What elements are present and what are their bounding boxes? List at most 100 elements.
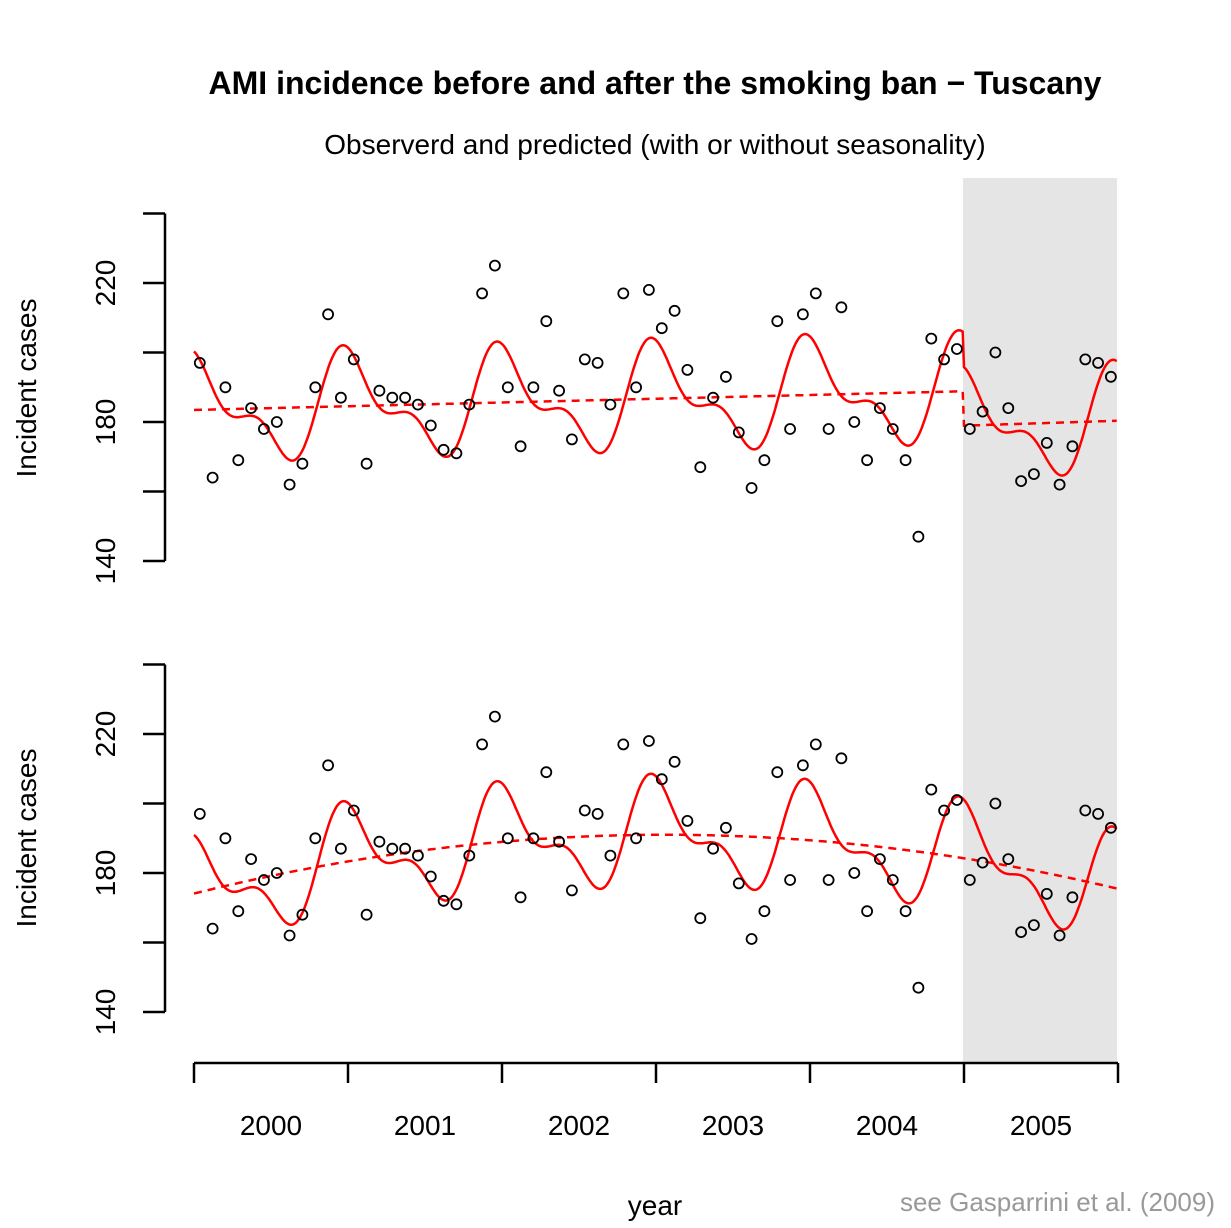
trend-line-top [193, 390, 1117, 428]
data-point-top [604, 398, 617, 411]
data-point-top [643, 283, 655, 296]
data-point-top [861, 454, 873, 467]
y-tick-label-bottom: 180 [90, 850, 121, 897]
data-point-bottom [463, 849, 476, 862]
data-point-top [386, 391, 399, 404]
data-point-bottom [270, 867, 283, 879]
data-point-top [450, 447, 463, 460]
data-point-bottom [771, 766, 784, 779]
data-point-top [655, 322, 668, 335]
data-point-bottom [758, 905, 771, 918]
data-point-top [1053, 478, 1066, 491]
data-point-bottom [809, 738, 822, 751]
y-tick-label-top: 220 [90, 260, 121, 307]
data-point-top [553, 384, 565, 397]
data-point-top [989, 346, 1002, 359]
data-point-top [476, 287, 489, 300]
data-point-top [399, 391, 412, 404]
data-point-bottom [886, 874, 899, 886]
data-point-top [257, 423, 270, 435]
data-point-bottom [399, 842, 412, 855]
data-point-bottom [938, 804, 950, 817]
data-point-bottom [630, 832, 642, 845]
data-point-bottom [501, 832, 514, 845]
data-point-bottom [360, 908, 373, 921]
data-point-top [720, 370, 732, 383]
data-point-bottom [732, 877, 745, 890]
data-point-bottom [912, 981, 925, 994]
data-point-bottom [488, 710, 501, 723]
data-point-bottom [861, 905, 873, 918]
data-point-bottom [1028, 919, 1040, 931]
data-point-top [270, 416, 283, 428]
data-point-top [360, 457, 373, 470]
data-point-top [822, 423, 835, 435]
footnote: see Gasparrini et al. (2009) [900, 1187, 1215, 1217]
data-point-bottom [347, 804, 360, 817]
chart-title: AMI incidence before and after the smoki… [209, 65, 1102, 101]
data-point-bottom [322, 759, 335, 772]
data-point-bottom [1105, 821, 1117, 834]
data-point-bottom [219, 832, 232, 845]
data-point-top [963, 423, 976, 435]
data-point-top [976, 405, 989, 418]
data-point-top [1079, 353, 1092, 366]
data-point-bottom [963, 874, 976, 886]
post-ban-shaded-region [963, 178, 1117, 1063]
data-point-bottom [1015, 926, 1027, 938]
x-tick-label: 2000 [240, 1110, 302, 1141]
data-point-bottom [668, 755, 681, 768]
data-point-bottom [232, 905, 245, 918]
y-axis-label-top: Incident cases [11, 299, 42, 478]
data-point-top [912, 530, 925, 543]
data-point-top [835, 301, 848, 314]
data-point-top [527, 381, 540, 394]
data-point-top [1105, 370, 1117, 383]
y-tick-label-top: 140 [90, 538, 121, 585]
data-point-bottom [1079, 804, 1092, 817]
data-point-top [347, 353, 360, 366]
data-point-bottom [617, 738, 630, 751]
data-point-bottom [373, 835, 386, 848]
data-point-top [501, 381, 514, 394]
data-point-bottom [1092, 808, 1104, 820]
data-point-top [1028, 468, 1040, 481]
data-point-top [219, 381, 232, 394]
data-point-bottom [681, 815, 694, 827]
data-point-bottom [309, 832, 322, 845]
data-point-bottom [206, 922, 219, 935]
data-point-bottom [591, 808, 604, 820]
data-point-top [925, 332, 938, 345]
data-point-top [681, 363, 694, 376]
x-tick-label: 2003 [702, 1110, 764, 1141]
seasonal-fit-line-top [193, 329, 1118, 477]
data-point-top [745, 482, 758, 494]
data-point-top [732, 426, 745, 439]
data-point-bottom [424, 870, 437, 883]
data-point-bottom [822, 874, 835, 886]
data-point-bottom [643, 735, 655, 747]
data-point-bottom [476, 738, 489, 751]
data-point-bottom [925, 783, 938, 796]
data-point-bottom [797, 759, 809, 772]
data-point-top [309, 381, 322, 394]
data-point-top [488, 259, 501, 272]
data-point-top [566, 433, 578, 446]
data-point-bottom [283, 929, 296, 942]
data-point-bottom [1066, 891, 1079, 904]
data-point-top [784, 423, 796, 435]
data-point-bottom [745, 933, 758, 945]
data-point-top [1040, 436, 1053, 449]
data-point-top [206, 471, 219, 484]
data-point-top [758, 454, 771, 467]
trend-line-bottom [193, 833, 1117, 895]
data-point-top [411, 398, 424, 411]
data-point-top [232, 454, 245, 467]
data-point-bottom [411, 849, 424, 862]
data-point-bottom [899, 905, 912, 918]
data-point-bottom [578, 804, 591, 817]
data-point-top [578, 353, 591, 366]
data-point-bottom [976, 856, 989, 869]
data-point-top [938, 353, 950, 366]
